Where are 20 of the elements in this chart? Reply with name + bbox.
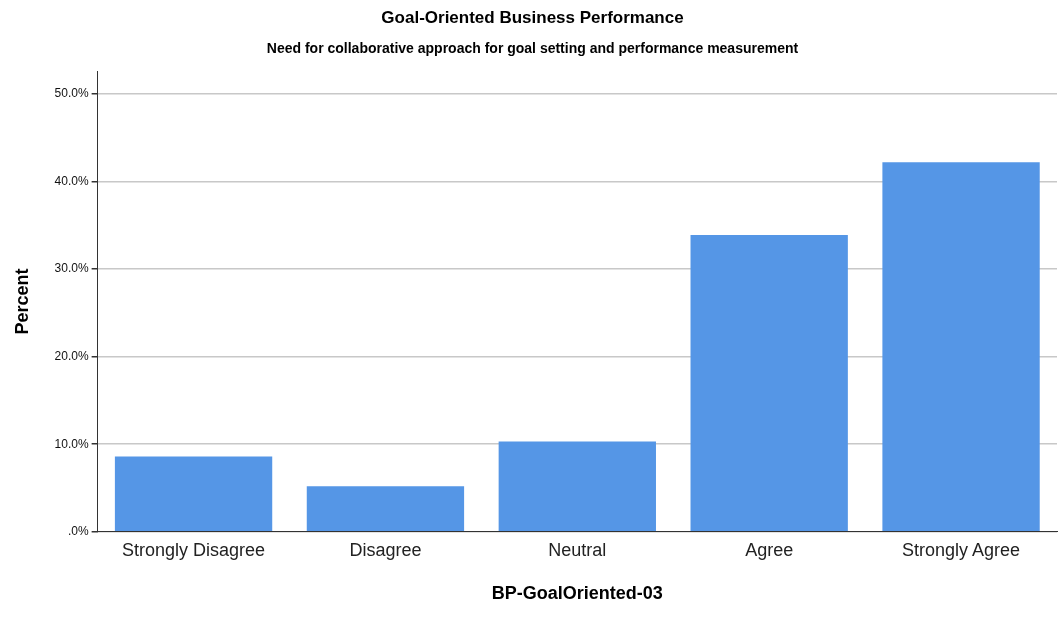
y-tick-label: 20.0%: [54, 348, 89, 363]
chart-subtitle: Need for collaborative approach for goal setting and performance measurement: [266, 39, 799, 56]
y-tick-label: 40.0%: [54, 173, 89, 188]
y-tick-label: 10.0%: [54, 436, 89, 451]
x-tick-label: Strongly Disagree: [122, 539, 266, 560]
y-axis-title: Percent: [11, 268, 32, 335]
x-tick-label: Strongly Agree: [902, 539, 1021, 560]
x-tick-label: Neutral: [548, 539, 607, 560]
x-axis-title: BP-GoalOriented-03: [491, 583, 663, 604]
x-tick-label: Agree: [745, 539, 794, 560]
chart-title: Goal-Oriented Business Performance: [381, 7, 684, 27]
y-tick-label: .0%: [67, 524, 89, 539]
bar: [882, 162, 1040, 532]
bar: [114, 456, 273, 532]
bar: [690, 234, 848, 532]
x-tick-label: Disagree: [349, 539, 422, 560]
y-tick-label: 50.0%: [54, 86, 89, 101]
bar: [306, 486, 465, 532]
y-tick-label: 30.0%: [54, 261, 89, 276]
bar: [498, 441, 656, 532]
